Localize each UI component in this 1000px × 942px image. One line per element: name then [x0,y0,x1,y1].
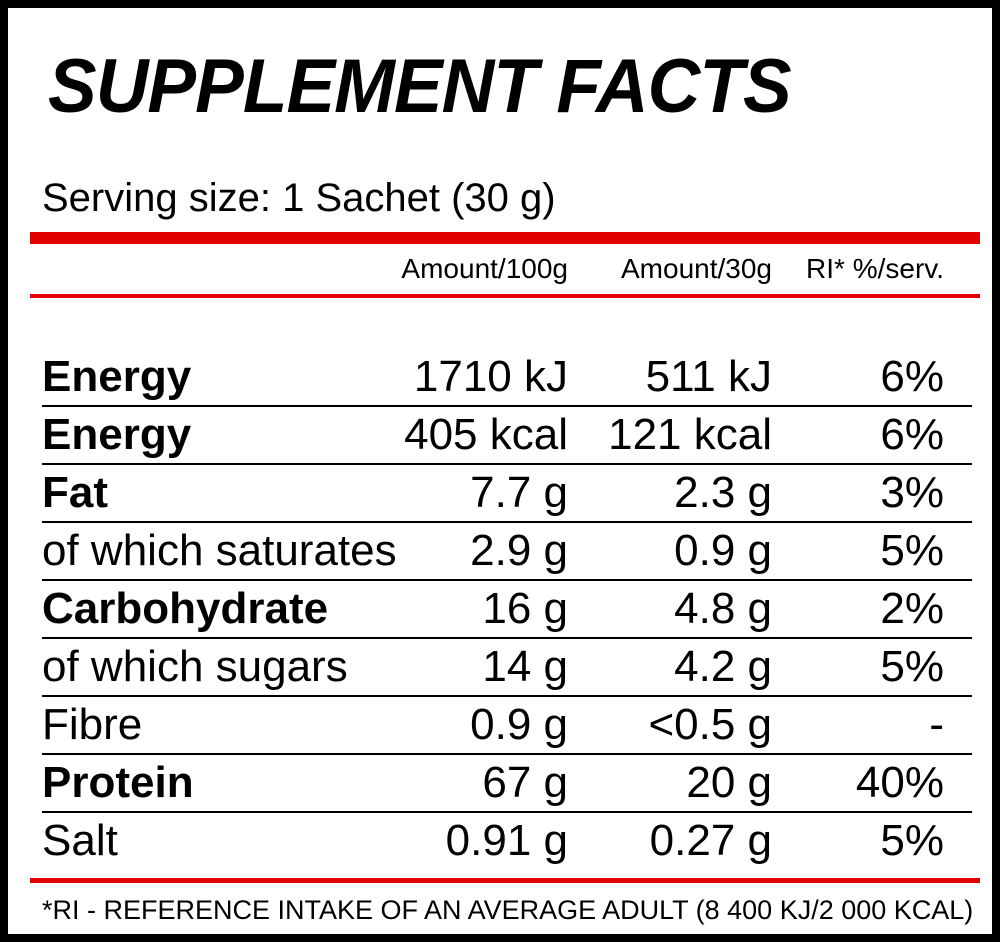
value-per-100g: 0.9 g [470,700,568,749]
value-per-30g: 121 kcal [608,410,772,459]
nutrient-table: Energy 1710 kJ 511 kJ 6% Energy 405 kcal… [8,348,992,870]
row-divider [42,637,972,639]
nutrient-name: Energy [42,352,192,401]
value-per-100g: 405 kcal [404,410,568,459]
row-divider [42,695,972,697]
value-per-30g: 4.2 g [674,642,772,691]
table-row-carbohydrate: Carbohydrate 16 g 4.8 g 2% [8,580,992,639]
column-header-per-30g: Amount/30g [621,253,772,284]
column-header-ri: RI* %/serv. [806,253,944,284]
table-row-sugars: of which sugars 14 g 4.2 g 5% [8,638,992,697]
red-divider-header [30,294,980,298]
nutrient-name: Salt [42,816,118,865]
value-ri: 3% [880,468,944,517]
row-divider [42,405,972,407]
value-per-100g: 16 g [482,584,568,633]
table-row-fibre: Fibre 0.9 g <0.5 g - [8,696,992,755]
nutrient-name: Fibre [42,700,143,749]
nutrient-name: of which saturates [42,526,397,575]
column-header-row: Amount/100g Amount/30g RI* %/serv. [8,244,992,294]
table-row-energy-kcal: Energy 405 kcal 121 kcal 6% [8,406,992,465]
nutrient-name: Energy [42,410,192,459]
value-per-30g: <0.5 g [648,700,772,749]
nutrient-name: Protein [42,758,194,807]
value-ri: 6% [880,410,944,459]
value-per-30g: 0.9 g [674,526,772,575]
red-divider-bottom [30,878,980,883]
value-per-30g: 4.8 g [674,584,772,633]
value-ri: 5% [880,642,944,691]
value-per-100g: 14 g [482,642,568,691]
value-per-100g: 7.7 g [470,468,568,517]
red-divider-top [30,232,980,244]
nutrient-name: Carbohydrate [42,584,329,633]
table-row-energy-kj: Energy 1710 kJ 511 kJ 6% [8,348,992,407]
serving-size: Serving size: 1 Sachet (30 g) [42,176,556,220]
value-ri: 5% [880,526,944,575]
value-ri: 5% [880,816,944,865]
row-divider [42,463,972,465]
nutrient-name: Fat [42,468,108,517]
value-per-30g: 20 g [686,758,772,807]
value-per-30g: 0.27 g [649,816,772,865]
row-divider [42,753,972,755]
value-per-100g: 1710 kJ [413,352,568,401]
value-ri: - [929,700,944,749]
table-row-protein: Protein 67 g 20 g 40% [8,754,992,813]
table-row-salt: Salt 0.91 g 0.27 g 5% [8,812,992,870]
row-divider [42,811,972,813]
value-per-100g: 67 g [482,758,568,807]
row-divider [42,521,972,523]
page-title: SUPPLEMENT FACTS [48,44,792,129]
column-header-per-100g: Amount/100g [401,253,568,284]
table-row-fat: Fat 7.7 g 2.3 g 3% [8,464,992,523]
value-ri: 6% [880,352,944,401]
nutrient-name: of which sugars [42,642,348,691]
value-per-30g: 511 kJ [645,352,772,401]
footnote: *RI - REFERENCE INTAKE OF AN AVERAGE ADU… [42,895,974,925]
value-ri: 2% [880,584,944,633]
row-divider [42,579,972,581]
value-per-100g: 2.9 g [470,526,568,575]
value-ri: 40% [855,758,944,807]
value-per-30g: 2.3 g [674,468,772,517]
value-per-100g: 0.91 g [445,816,568,865]
table-row-saturates: of which saturates 2.9 g 0.9 g 5% [8,522,992,581]
